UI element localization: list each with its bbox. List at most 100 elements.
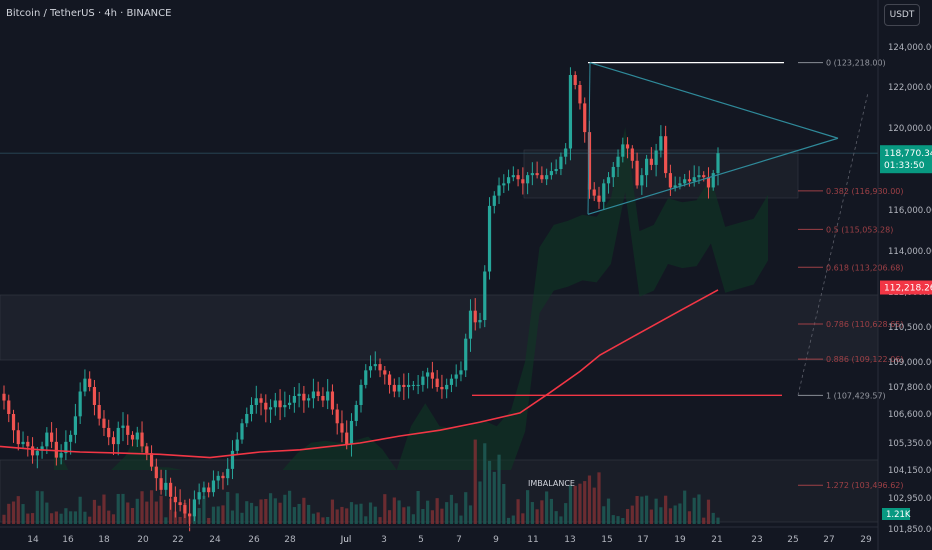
volume-bar — [245, 501, 249, 524]
time-tick-label: 21 — [711, 535, 722, 545]
volume-bar — [549, 498, 553, 524]
candle — [640, 175, 644, 186]
candle — [154, 466, 158, 479]
price-tick-label: 122,000.00 — [888, 83, 932, 93]
ma-price-label: 112,218.26 — [884, 284, 932, 294]
time-tick-label: 17 — [637, 535, 648, 545]
price-tick-label: 101,850.00 — [888, 525, 932, 535]
candle — [140, 432, 144, 447]
candle — [111, 437, 116, 445]
candle — [606, 177, 611, 184]
candle — [411, 384, 415, 386]
candle — [625, 144, 630, 149]
volume-bar — [335, 509, 339, 524]
candle — [587, 132, 592, 190]
candle — [21, 441, 25, 445]
candle — [664, 136, 668, 174]
volume-bar — [383, 494, 387, 524]
candle — [530, 173, 534, 176]
candle — [345, 432, 349, 445]
volume-bar — [578, 483, 582, 524]
volume-bar — [516, 499, 520, 524]
volume-bar — [226, 491, 230, 524]
candle — [321, 396, 325, 401]
volume-bar — [230, 510, 235, 524]
imbalance-label: IMBALANCE — [528, 479, 575, 488]
volume-bar — [530, 502, 534, 524]
volume-bar — [468, 505, 473, 524]
candle — [50, 432, 54, 442]
candle — [549, 171, 553, 176]
ma-price-tag — [880, 280, 932, 295]
candle — [407, 384, 411, 387]
candle — [54, 441, 58, 458]
candle — [535, 173, 539, 176]
fib-level-label: 0.618 (113,206.68) — [826, 263, 904, 272]
volume-bar — [164, 517, 168, 524]
candle — [292, 396, 296, 403]
price-tick-label: 107,800.00 — [888, 383, 932, 393]
price-tick-label: 114,000.00 — [888, 247, 932, 257]
candle — [107, 427, 111, 438]
candle — [478, 320, 482, 323]
volume-bar — [135, 498, 139, 524]
volume-bar — [602, 506, 606, 524]
volume-bar — [440, 508, 444, 524]
candle — [235, 439, 239, 451]
volume-bar — [645, 495, 649, 524]
candle — [135, 432, 139, 440]
volume-bar — [583, 481, 587, 524]
candle — [483, 271, 487, 320]
candle — [673, 185, 677, 188]
time-tick-label: 29 — [860, 535, 872, 545]
volume-bar — [540, 500, 544, 524]
time-tick-label: 20 — [137, 535, 149, 545]
candle — [283, 405, 287, 408]
volume-bar — [687, 511, 692, 524]
volume-bar — [459, 515, 463, 524]
volume-bar — [211, 506, 216, 524]
candle — [711, 173, 715, 188]
volume-bar — [107, 510, 111, 524]
volume-bar — [659, 507, 663, 524]
price-tick-label: 110,500.00 — [888, 323, 932, 333]
volume-bar — [307, 504, 311, 524]
candle — [273, 400, 277, 408]
candle — [583, 103, 587, 133]
time-tick-label: 24 — [209, 535, 221, 545]
candle — [654, 150, 658, 165]
candle — [92, 387, 97, 405]
currency-button[interactable]: USDT — [884, 4, 920, 26]
candle — [297, 393, 301, 396]
candle — [364, 370, 368, 385]
volume-bar — [140, 491, 144, 524]
volume-bar — [545, 491, 549, 524]
price-tick-label: 104,150.00 — [888, 466, 932, 476]
volume-bar — [573, 485, 577, 524]
candle — [564, 148, 568, 157]
volume-bar — [521, 513, 525, 524]
candle — [64, 441, 68, 454]
candle — [45, 432, 49, 447]
volume-bar — [16, 496, 20, 524]
volume-bar — [559, 516, 563, 524]
volume-bar — [254, 506, 258, 524]
candle — [2, 393, 6, 401]
time-tick-label: 26 — [248, 535, 260, 545]
candle — [559, 156, 563, 169]
volume-bar — [449, 494, 454, 524]
candle — [668, 173, 672, 188]
candle — [402, 384, 406, 387]
range-box — [523, 149, 799, 199]
candle — [521, 179, 525, 184]
candle — [426, 372, 430, 377]
candle — [578, 85, 582, 104]
candle — [687, 179, 692, 182]
time-tick-label: Jul — [340, 535, 352, 545]
volume-bar — [345, 508, 349, 524]
candle — [602, 183, 606, 202]
volume-bar — [145, 501, 149, 524]
fib-level-label: 0.886 (109,122.06) — [826, 355, 904, 364]
candle — [416, 384, 420, 386]
